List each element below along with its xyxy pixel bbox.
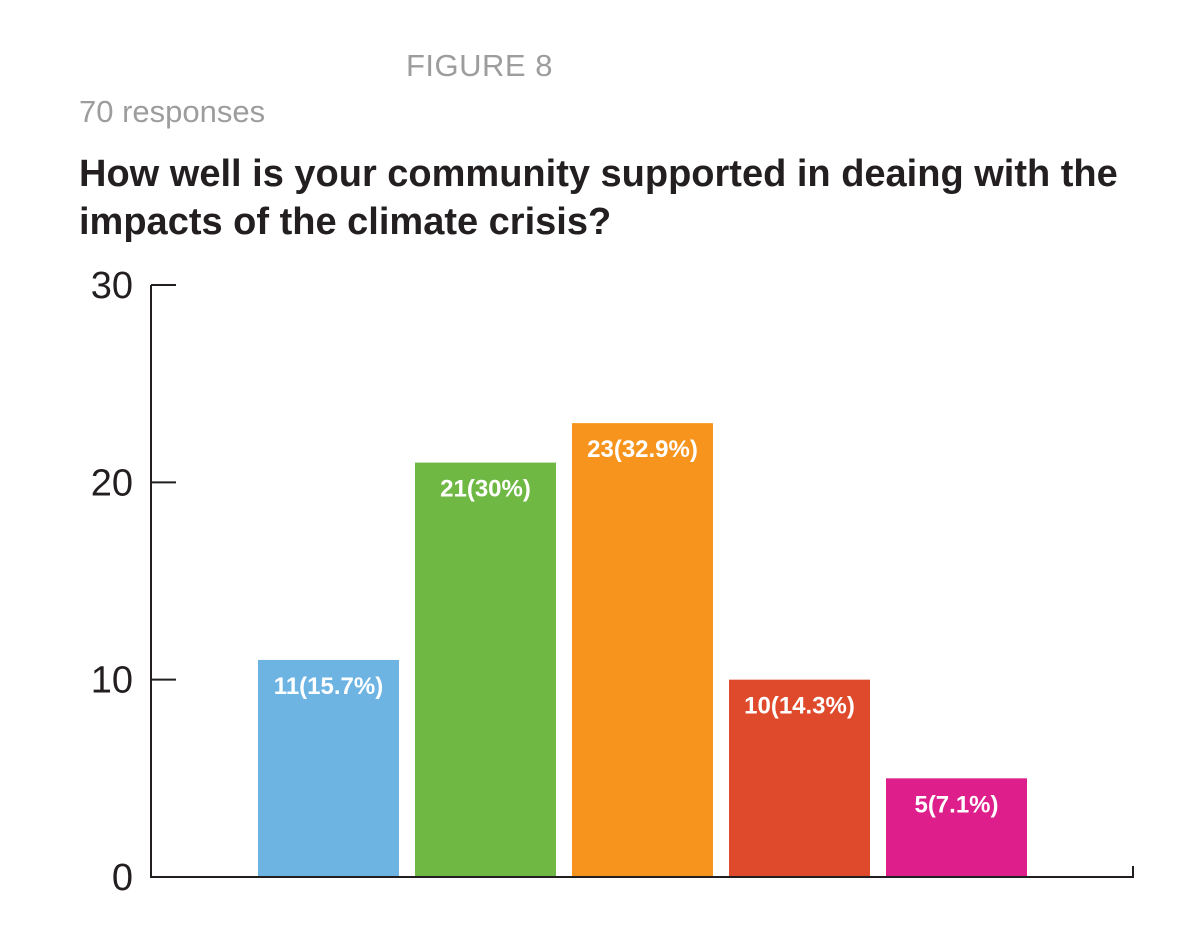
y-axis-ticks: 0 10 20 30: [91, 265, 176, 899]
bar: [415, 462, 556, 877]
data-labels: 11(15.7%) 21(30%) 23(32.9%) 10(14.3%) 5(7.1%…: [274, 436, 999, 818]
bar: [572, 423, 713, 877]
bar: [886, 778, 1027, 877]
chart-title: How well is your community supported in …: [79, 153, 1118, 243]
bar: [729, 679, 870, 877]
figure-label: FIGURE 8: [406, 48, 553, 83]
bar-data-label: 23(32.9%): [587, 436, 698, 463]
y-tick-label: 0: [112, 857, 133, 899]
y-tick-label: 10: [91, 660, 133, 702]
y-tick-label: 30: [91, 265, 133, 307]
bar-data-label: 10(14.3%): [744, 693, 855, 720]
bar-data-label: 11(15.7%): [274, 673, 383, 700]
y-tick-label: 20: [91, 462, 133, 504]
bars: [258, 423, 1027, 877]
bar-data-label: 21(30%): [440, 476, 531, 503]
bar-data-label: 5(7.1%): [914, 791, 998, 818]
responses-count: 70 responses: [79, 94, 266, 129]
bar: [258, 659, 399, 877]
